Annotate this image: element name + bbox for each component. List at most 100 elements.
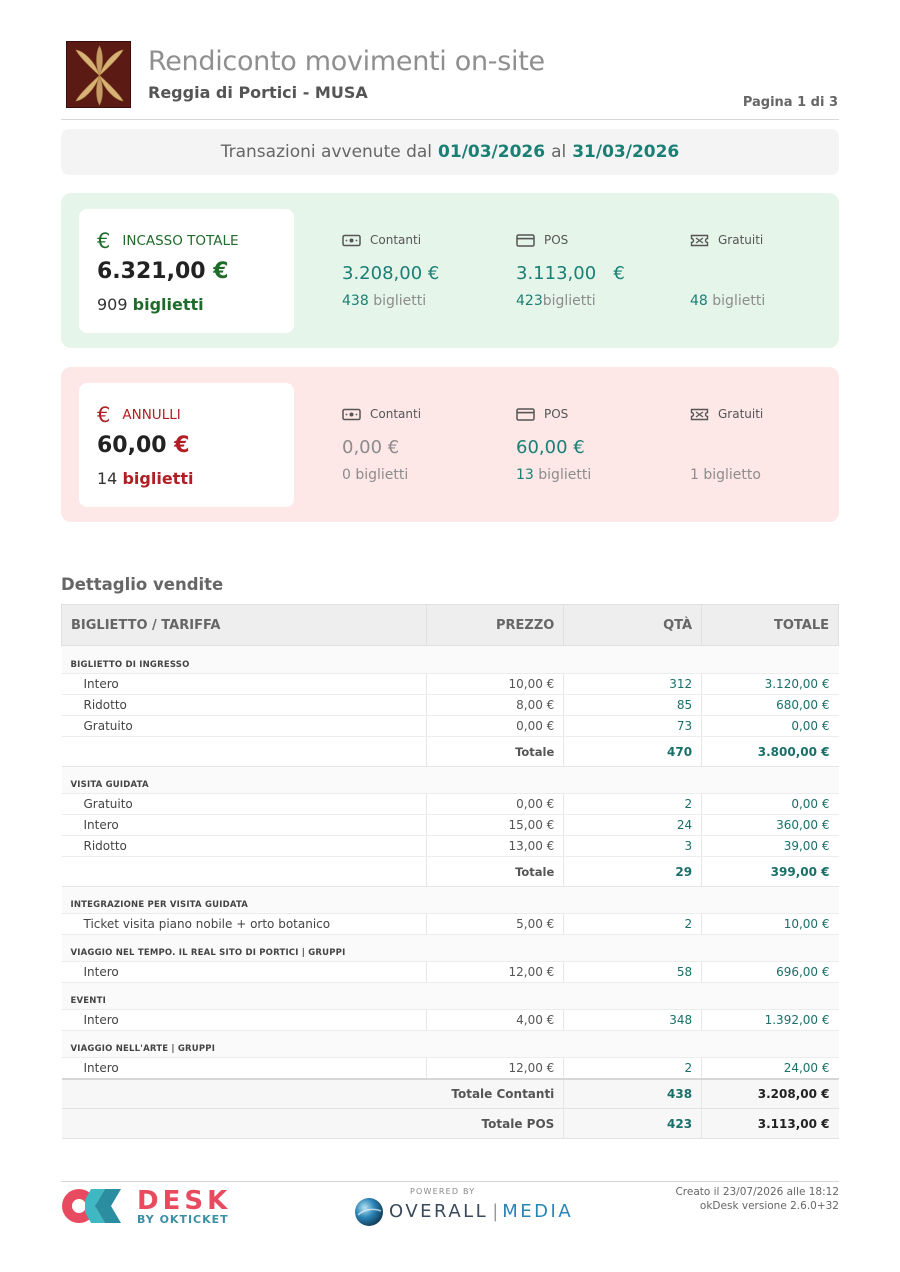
header-divider [61, 119, 839, 120]
rate-price: 4,00 € [426, 1009, 564, 1031]
rate-total: 24,00 € [701, 1057, 839, 1079]
category-row: BIGLIETTO DI INGRESSO [61, 645, 839, 674]
table-row: Ticket visita piano nobile + orto botani… [61, 913, 839, 935]
category-label: VIAGGIO NELL'ARTE | GRUPPI [61, 1030, 839, 1058]
pos-amount: 3.113,00 € [516, 263, 625, 284]
rate-total: 0,00 € [701, 793, 839, 815]
rate-qty: 348 [563, 1009, 702, 1031]
rate-name: Intero [61, 961, 427, 983]
grand-total-label: Totale Contanti [61, 1077, 564, 1109]
pos-tickets: 423biglietti [516, 293, 596, 309]
col-total: TOTALE [701, 604, 839, 646]
subtotal-qty: 470 [563, 736, 702, 767]
table-row: Intero 4,00 €348 1.392,00 € [61, 1009, 839, 1031]
pos-label: POS [544, 233, 569, 247]
gratuiti-tickets: 48 biglietti [690, 293, 766, 309]
annulli-contanti-amount: 0,00 € [342, 437, 400, 458]
rate-qty: 3 [563, 835, 702, 857]
category-label: VIAGGIO NEL TEMPO. IL REAL SITO DI PORTI… [61, 934, 839, 962]
detail-title: Dettaglio vendite [61, 575, 224, 594]
incasso-label: INCASSO TOTALE [122, 233, 239, 249]
category-row: EVENTI [61, 982, 839, 1010]
desk-byline: BY OKTICKET [137, 1213, 229, 1226]
col-ticket: BIGLIETTO / TARIFFA [60, 604, 428, 646]
table-row: Ridotto 8,00 €85 680,00 € [61, 694, 839, 716]
period-to: 31/03/2026 [572, 142, 680, 162]
annulli-pos: POS 60,00 € 13 biglietti [516, 407, 591, 484]
free-ticket-icon [690, 234, 709, 247]
subtotal-qty: 29 [563, 856, 702, 887]
category-label: INTEGRAZIONE PER VISITA GUIDATA [61, 886, 839, 914]
rate-total: 0,00 € [701, 715, 839, 737]
grand-total-row: Totale Contanti 438 3.208,00 € [61, 1077, 839, 1109]
table-row: Intero 12,00 €58 696,00 € [61, 961, 839, 983]
table-header-row: BIGLIETTO / TARIFFA PREZZO QTÀ TOTALE [60, 604, 839, 646]
subtotal-label: Totale [426, 856, 564, 887]
rate-qty: 24 [563, 814, 702, 836]
creation-info: Creato il 23/07/2026 alle 18:12 okDesk v… [675, 1185, 839, 1213]
euro-icon: € [97, 229, 111, 253]
desk-wordmark: DESK [137, 1186, 232, 1216]
rate-name: Intero [61, 814, 427, 836]
rate-total: 360,00 € [701, 814, 839, 836]
grand-total-qty: 438 [563, 1077, 702, 1109]
overall-media-wordmark: OVERALL | MEDIA [389, 1201, 574, 1222]
euro-icon: € [97, 403, 111, 427]
annulli-gratuiti-label: Gratuiti [718, 407, 764, 421]
page-indicator: Pagina 1 di 3 [742, 95, 838, 110]
incasso-gratuiti: Gratuiti 0 48 biglietti [690, 233, 765, 310]
rate-total: 39,00 € [701, 835, 839, 857]
table-row: Intero 15,00 €24 360,00 € [61, 814, 839, 836]
cash-icon [342, 234, 361, 247]
category-label: VISITA GUIDATA [61, 766, 839, 794]
annulli-label: ANNULLI [122, 407, 181, 423]
subtotal-label: Totale [426, 736, 564, 767]
annulli-pos-amount: 60,00 € [516, 437, 585, 458]
table-row: Gratuito 0,00 €73 0,00 € [61, 715, 839, 737]
category-row: VIAGGIO NELL'ARTE | GRUPPI [61, 1030, 839, 1058]
rate-total: 3.120,00 € [701, 673, 839, 695]
rate-name: Ticket visita piano nobile + orto botani… [61, 913, 427, 935]
rate-total: 680,00 € [701, 694, 839, 716]
rate-name: Intero [61, 1057, 427, 1079]
museum-logo [66, 41, 131, 108]
overall-media-logo [354, 1197, 384, 1227]
subtotal-total: 3.800,00 € [701, 736, 839, 767]
report-subtitle: Reggia di Portici - MUSA [148, 83, 368, 102]
col-price: PREZZO [426, 604, 565, 646]
col-qty: QTÀ [563, 604, 703, 646]
rate-total: 1.392,00 € [701, 1009, 839, 1031]
incasso-header: € INCASSO TOTALE [97, 229, 239, 253]
table-row: Intero 12,00 €2 24,00 € [61, 1057, 839, 1079]
rate-name: Gratuito [61, 715, 427, 737]
incasso-pos: POS 3.113,00 € 423biglietti [516, 233, 625, 310]
powered-by: POWERED BY [410, 1187, 476, 1196]
rate-price: 13,00 € [426, 835, 564, 857]
created-date: Creato il 23/07/2026 alle 18:12 [675, 1186, 839, 1198]
rate-name: Intero [61, 1009, 427, 1031]
rate-qty: 2 [563, 1057, 702, 1079]
rate-name: Gratuito [61, 793, 427, 815]
card-icon [516, 233, 535, 247]
incasso-count: 909 biglietti [97, 295, 204, 314]
category-label: BIGLIETTO DI INGRESSO [61, 645, 839, 674]
rate-name: Ridotto [61, 835, 427, 857]
period-prefix: Transazioni avvenute dal [220, 142, 433, 162]
rate-total: 696,00 € [701, 961, 839, 983]
card-icon [516, 407, 535, 421]
category-row: INTEGRAZIONE PER VISITA GUIDATA [61, 886, 839, 914]
rate-price: 5,00 € [426, 913, 564, 935]
grand-total-label: Totale POS [61, 1108, 564, 1139]
subtotal-row: Totale 470 3.800,00 € [61, 736, 839, 767]
footer-divider [61, 1181, 839, 1182]
annulli-gratuiti: Gratuiti 0 1 biglietto [690, 407, 763, 484]
category-label: EVENTI [61, 982, 839, 1010]
incasso-amount: 6.321,00 € [97, 259, 229, 284]
annulli-card: € ANNULLI 60,00 € 14 biglietti Contanti … [61, 367, 839, 522]
annulli-contanti: Contanti 0,00 € 0 biglietti [342, 407, 421, 484]
grand-total-qty: 423 [563, 1108, 702, 1139]
rate-qty: 85 [563, 694, 702, 716]
table-row: Ridotto 13,00 €3 39,00 € [61, 835, 839, 857]
rate-price: 12,00 € [426, 961, 564, 983]
rate-price: 15,00 € [426, 814, 564, 836]
